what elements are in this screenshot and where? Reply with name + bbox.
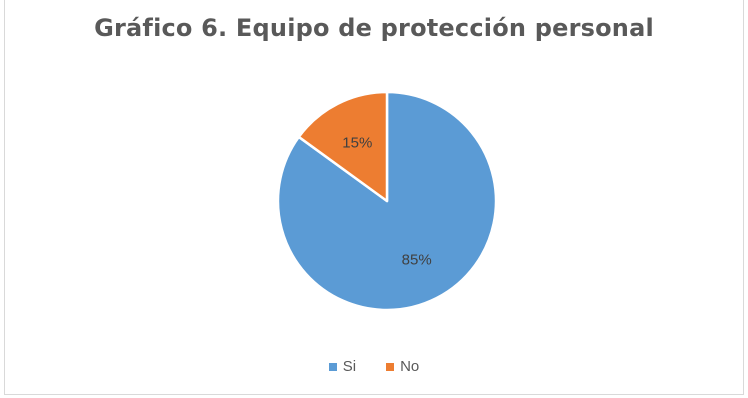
chart-title: Gráfico 6. Equipo de protección personal — [94, 14, 654, 42]
legend-item-no: No — [386, 358, 419, 375]
pie-chart: 85% 15% — [276, 90, 498, 312]
legend-swatch-no — [386, 362, 395, 371]
pie-slice-no — [297, 90, 389, 203]
legend-item-si: Si — [328, 358, 357, 375]
chart-legend: Si No — [5, 358, 743, 375]
legend-label-si: Si — [342, 358, 357, 375]
data-label-no: 15% — [342, 135, 372, 152]
chart-frame: Gráfico 6. Equipo de protección personal… — [4, 0, 744, 395]
legend-label-no: No — [400, 358, 420, 375]
data-label-si: 85% — [402, 251, 432, 268]
pie-slice-si — [276, 90, 498, 312]
legend-swatch-si — [328, 362, 337, 371]
